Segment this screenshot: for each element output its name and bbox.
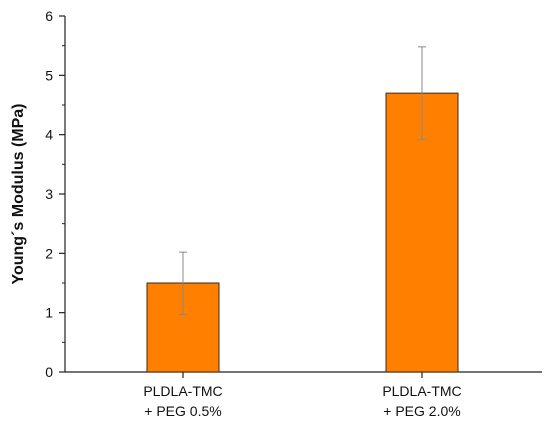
y-tick-label: 4	[45, 127, 53, 143]
y-tick-label: 2	[45, 245, 53, 261]
plot-area: 0 1 2 3 4 5 6 PLDLA-TMC + PEG 0.5% PLDLA-TMC + PEG…	[45, 8, 542, 419]
y-tick-label: 3	[45, 186, 53, 202]
x-tick-label-line1: PLDLA-TMC	[382, 383, 461, 399]
x-tick-label-line1: PLDLA-TMC	[143, 383, 222, 399]
y-tick-label: 6	[45, 8, 53, 24]
y-axis-title: Young´s Modulus (MPa)	[10, 103, 27, 284]
x-tick-label-line2: + PEG 0.5%	[144, 403, 221, 419]
y-tick-label: 0	[45, 364, 53, 380]
y-tick-label: 5	[45, 67, 53, 83]
x-tick-label-line2: + PEG 2.0%	[383, 403, 460, 419]
y-tick-label: 1	[45, 305, 53, 321]
